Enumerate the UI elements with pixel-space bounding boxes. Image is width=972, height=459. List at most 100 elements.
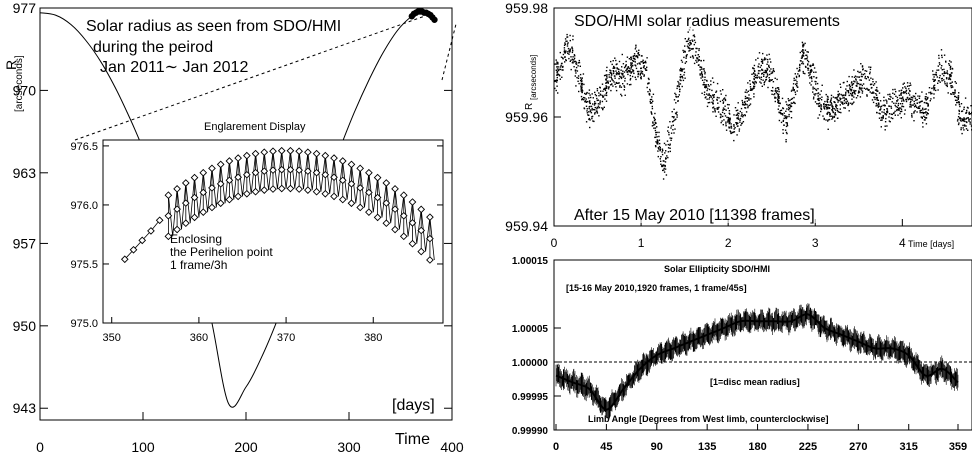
tr-point [638,70,640,73]
tr-point [554,63,556,65]
tr-point [585,105,588,107]
tr-point [951,81,953,83]
tr-point [803,51,805,54]
tr-point [760,76,763,78]
tr-point [784,117,787,119]
tr-point [902,87,904,89]
tr-point [770,90,773,92]
tr-point [675,102,677,104]
tr-point [797,86,799,88]
tr-point [948,64,951,66]
tr-point [733,124,735,126]
inset-marker [312,187,321,196]
tr-point [940,49,943,51]
tr-point [663,164,665,166]
tr-point [738,112,740,115]
tr-point [846,85,848,87]
tr-point [618,73,620,76]
tr-point [768,77,770,79]
tr-point [598,92,600,94]
tr-point [629,74,631,77]
tr-point [957,118,959,121]
tr-point [563,47,566,49]
tr-point [826,98,829,100]
tr-point [790,102,792,104]
tr-point [625,65,627,67]
tr-point [853,69,855,71]
tr-point [949,77,951,80]
tr-point [648,78,650,81]
tr-point [826,95,829,98]
tr-point [678,84,680,86]
tr-point [711,89,713,92]
tr-point [876,99,878,101]
tr-point [836,98,838,100]
tr-point [945,72,947,74]
tr-point [941,65,943,67]
tr-point [946,82,948,84]
tr-point [656,140,659,142]
tr-point [868,89,870,91]
tr-point [779,102,781,104]
tr-point [777,98,779,101]
tr-point [806,58,808,60]
tr-point [665,157,667,159]
tr-point [776,90,779,92]
tr-y-tick-label: 959.94 [505,218,548,234]
tr-point [599,86,601,88]
tr-title-bg [572,10,882,30]
tr-point [594,106,596,109]
tr-point [828,118,831,121]
tr-point [711,101,713,103]
tr-point [561,66,563,68]
tr-point [697,54,700,56]
tr-point [867,88,869,91]
tr-point [658,145,661,148]
tr-point [853,76,856,78]
tr-point [843,96,845,99]
tr-point [891,113,893,116]
tr-point [956,101,958,104]
tr-point [614,77,616,79]
tr-point [665,150,667,152]
tr-point [741,122,743,124]
inset-marker [417,205,426,214]
tr-point [812,86,814,88]
tr-point [782,114,784,116]
tr-point [581,99,583,101]
tr-point [826,113,828,115]
tr-point [950,93,952,95]
tr-point [652,121,654,123]
tr-point [584,100,587,102]
tr-point [766,69,768,71]
tr-point [635,78,637,81]
tr-point [736,117,739,120]
tr-point [950,61,952,63]
tr-point [635,55,637,57]
tr-point [637,73,639,76]
tr-point [736,114,738,116]
tr-point [783,124,785,126]
br-y-tick-label: 0.99995 [512,392,549,403]
tr-point [689,42,691,44]
tr-point [900,108,903,111]
tr-point [561,76,563,78]
tr-point [860,75,863,78]
tr-point [970,113,972,115]
tr-point [758,52,761,54]
tr-point [763,71,765,74]
tr-point [564,42,566,44]
inset-marker [173,225,181,234]
tr-point [645,69,647,71]
tr-point [634,48,637,50]
tr-point [725,123,727,125]
tr-point [702,76,704,78]
tr-point [765,76,767,78]
tr-point [733,131,736,133]
tr-point [761,72,764,74]
tr-point [854,90,856,92]
tr-point [864,75,867,78]
tr-point [774,93,776,95]
tr-point [926,102,928,105]
tr-point [708,85,710,87]
